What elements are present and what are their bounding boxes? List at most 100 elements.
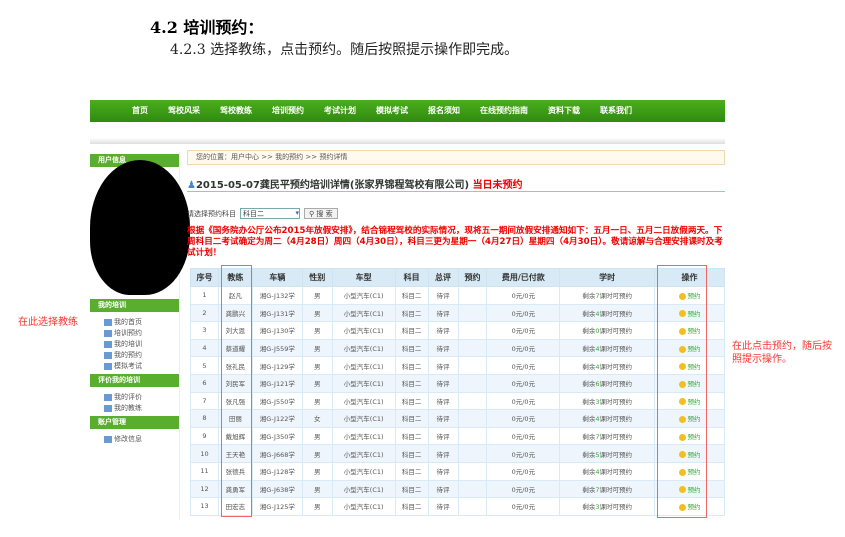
cell: 0元/0元 [486, 321, 561, 340]
coach-name[interactable]: 蔡道耀 [217, 338, 253, 358]
cell: 5 [190, 356, 219, 375]
search-bar: 请选择预约科目 科目二 ▾ ⚲ 搜 索 [187, 208, 338, 219]
group-account[interactable]: 账户管理 [90, 416, 179, 429]
nav-booking[interactable]: 培训预约 [272, 106, 304, 115]
cell [457, 338, 488, 358]
cell [457, 426, 488, 446]
cell: 11 [190, 461, 219, 481]
cell: 待评 [427, 286, 459, 305]
hours-suffix: 课时可预约 [599, 485, 632, 494]
table-row: 4 蔡道耀 湘G-J559学男小型汽车(C1) 科目二 待评 0元/0元 剩余4课时可预约预… [190, 338, 725, 358]
coin-icon [678, 363, 686, 371]
cell: 男 [301, 391, 333, 411]
cell: 小型汽车(C1) [331, 303, 396, 323]
coach-table: 序号 教练 车辆 性别 车型 科目 总评 预约 费用/已付款 学时 操作 1 赵凡 湘G-J132学男小… [190, 268, 725, 516]
section-heading: 4.2 培训预约： [150, 18, 264, 37]
hours-suffix: 课时可预约 [599, 450, 632, 459]
cell: 小型汽车(C1) [331, 479, 396, 499]
book-label: 预约 [687, 397, 701, 406]
nav-exam-plan[interactable]: 考试计划 [324, 106, 356, 115]
subject-select[interactable]: 科目二 ▾ [240, 208, 300, 219]
column-header: 费用/已付款 [486, 268, 561, 287]
sidebar-item-edit-info[interactable]: 修改信息 [90, 434, 179, 445]
hours-prefix: 剩余 [582, 345, 596, 354]
table-row: 3 刘大恩 湘G-J130学男小型汽车(C1) 科目二 待评 0元/0元 剩余0课时可预约预… [190, 321, 725, 340]
sidebar-item-my-rating[interactable]: 我的评价 [90, 392, 179, 403]
search-button[interactable]: ⚲ 搜 索 [304, 208, 338, 219]
cell: 待评 [427, 391, 459, 411]
booking-icon [104, 329, 112, 337]
book-button[interactable]: 预约 [654, 444, 725, 463]
cell [457, 497, 488, 516]
nav-guide[interactable]: 在线预约指南 [480, 106, 528, 115]
hours-value: 4 [595, 362, 600, 371]
hours-prefix: 剩余 [582, 327, 596, 336]
cell: 科目二 [394, 409, 429, 428]
cell: 科目二 [394, 303, 429, 323]
book-label: 预约 [687, 292, 701, 301]
nav-school[interactable]: 驾校风采 [168, 106, 200, 115]
book-label: 预约 [687, 450, 701, 459]
divider [90, 138, 725, 144]
hours-suffix: 课时可预约 [599, 415, 632, 424]
nav-enroll[interactable]: 报名须知 [428, 106, 460, 115]
column-header: 科目 [394, 268, 429, 287]
cell: 小型汽车(C1) [331, 409, 396, 428]
sidebar-item-booking[interactable]: 培训预约 [90, 328, 179, 339]
sidebar-item-mock-exam[interactable]: 模拟考试 [90, 361, 179, 372]
group-training[interactable]: 我的培训 [90, 299, 179, 312]
home-icon [104, 318, 112, 326]
book-label: 预约 [687, 485, 701, 494]
hours-cell: 剩余6课时可预约 [559, 373, 656, 393]
hours-suffix: 课时可预约 [599, 362, 632, 371]
hours-suffix: 课时可预约 [599, 468, 632, 477]
cell: 男 [301, 444, 333, 463]
hours-prefix: 剩余 [582, 397, 596, 406]
nav-coaches[interactable]: 驾校教练 [220, 106, 252, 115]
sidebar-item-my-coach[interactable]: 我的教练 [90, 403, 179, 414]
cell: 湘G-J350学 [251, 426, 303, 446]
sidebar-item-home[interactable]: 我的首页 [90, 317, 179, 328]
cell: 3 [190, 321, 219, 340]
sidebar-item-training[interactable]: 我的培训 [90, 339, 179, 350]
cell: 待评 [427, 373, 459, 393]
pencil-icon [104, 362, 112, 370]
coach-name[interactable]: 田宏志 [217, 497, 253, 516]
nav-home[interactable]: 首页 [132, 106, 148, 115]
coin-icon [678, 486, 686, 494]
coin-icon [678, 380, 686, 388]
chart-icon [104, 393, 112, 401]
calendar-icon [104, 351, 112, 359]
book-label: 预约 [687, 345, 701, 354]
book-button[interactable]: 预约 [654, 479, 725, 499]
redaction-mark [90, 160, 190, 295]
coach-name[interactable]: 龚勇军 [217, 479, 253, 499]
hours-cell: 剩余4课时可预约 [559, 338, 656, 358]
cell: 男 [301, 497, 333, 516]
cell: 待评 [427, 409, 459, 428]
hours-cell: 剩余7课时可预约 [559, 286, 656, 305]
cell: 男 [301, 286, 333, 305]
book-button[interactable]: 预约 [654, 303, 725, 323]
book-button[interactable]: 预约 [654, 409, 725, 428]
cell: 湘G-J559学 [251, 338, 303, 358]
coin-icon [678, 451, 686, 459]
table-row: 8 田丽 湘G-J122学女小型汽车(C1) 科目二 待评 0元/0元 剩余4课时可预约 预约 [190, 409, 725, 428]
cell: 小型汽车(C1) [331, 373, 396, 393]
cell: 13 [190, 497, 219, 516]
nav-contact[interactable]: 联系我们 [600, 106, 632, 115]
cell: 湘G-J130学 [251, 321, 303, 340]
cell: 科目二 [394, 373, 429, 393]
cell: 科目二 [394, 426, 429, 446]
nav-mock-exam[interactable]: 模拟考试 [376, 106, 408, 115]
hours-suffix: 课时可预约 [599, 433, 632, 442]
coach-annotation: 在此选择教练 [18, 317, 78, 328]
group-evaluate[interactable]: 评价我的培训 [90, 374, 179, 387]
nav-downloads[interactable]: 资料下载 [548, 106, 580, 115]
sidebar-item-my-bookings[interactable]: 我的预约 [90, 350, 179, 361]
cell: 男 [301, 356, 333, 375]
book-label: 预约 [687, 309, 701, 318]
book-button[interactable]: 预约 [654, 497, 725, 516]
cell: 待评 [427, 338, 459, 358]
hours-cell: 剩余0课时可预约 [559, 321, 656, 340]
